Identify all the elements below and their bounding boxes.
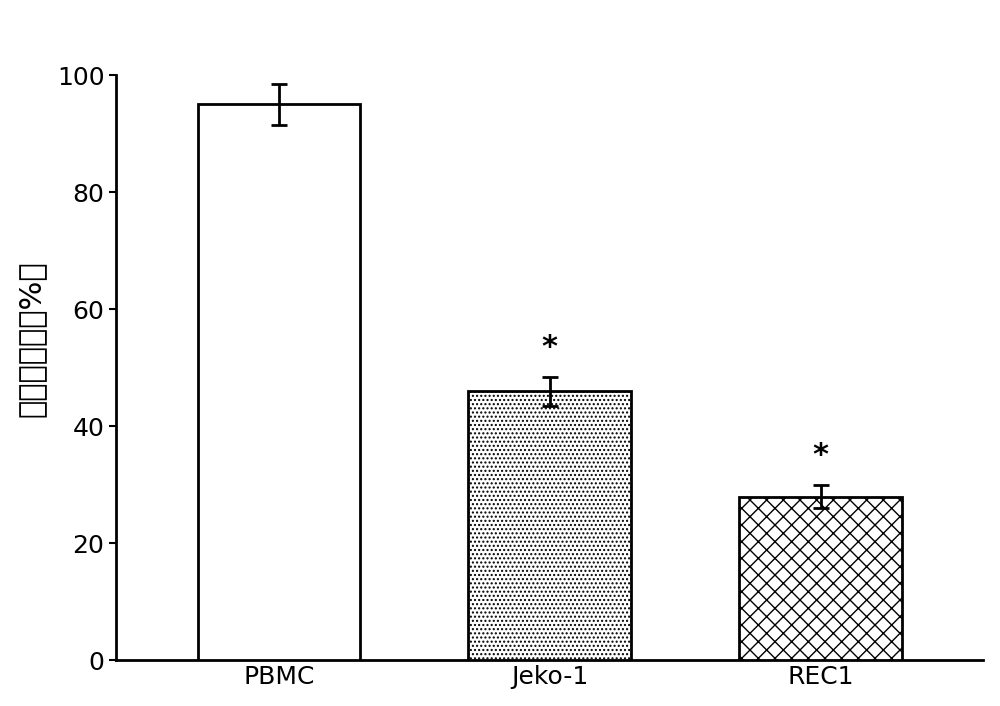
Bar xyxy=(468,391,631,661)
Y-axis label: 细胞存活率（%）: 细胞存活率（%） xyxy=(17,261,46,417)
Bar xyxy=(198,104,360,661)
Text: *: * xyxy=(542,333,558,362)
Text: *: * xyxy=(813,441,829,470)
Bar xyxy=(739,496,902,661)
